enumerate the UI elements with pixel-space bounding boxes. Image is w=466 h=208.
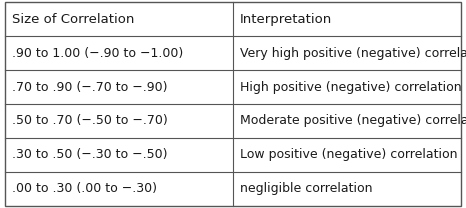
Text: .70 to .90 (−.70 to −.90): .70 to .90 (−.70 to −.90) — [12, 80, 167, 94]
Text: Moderate positive (negative) correlation: Moderate positive (negative) correlation — [240, 114, 466, 128]
Text: .90 to 1.00 (−.90 to −1.00): .90 to 1.00 (−.90 to −1.00) — [12, 47, 183, 59]
Text: .30 to .50 (−.30 to −.50): .30 to .50 (−.30 to −.50) — [12, 149, 167, 161]
Text: Low positive (negative) correlation: Low positive (negative) correlation — [240, 149, 458, 161]
Text: Size of Correlation: Size of Correlation — [12, 12, 134, 26]
Text: Very high positive (negative) correlation: Very high positive (negative) correlatio… — [240, 47, 466, 59]
Text: Interpretation: Interpretation — [240, 12, 332, 26]
Text: negligible correlation: negligible correlation — [240, 182, 372, 196]
Text: .50 to .70 (−.50 to −.70): .50 to .70 (−.50 to −.70) — [12, 114, 167, 128]
Text: .00 to .30 (.00 to −.30): .00 to .30 (.00 to −.30) — [12, 182, 157, 196]
Text: High positive (negative) correlation: High positive (negative) correlation — [240, 80, 462, 94]
